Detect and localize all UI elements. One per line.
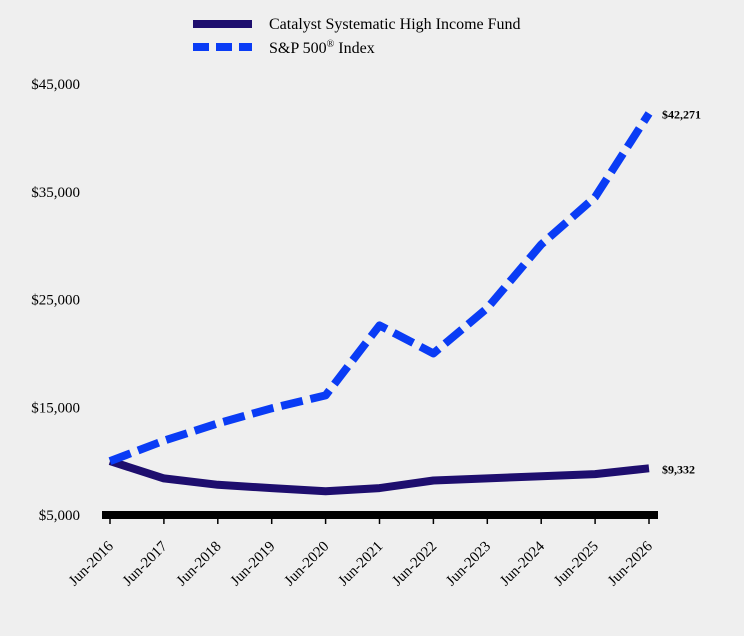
x-tick-label: Jun-2018 bbox=[174, 539, 225, 590]
series: $9,332 $42,271 bbox=[108, 107, 701, 496]
x-tick-label: Jun-2020 bbox=[282, 539, 333, 590]
x-tick-label: Jun-2019 bbox=[228, 539, 279, 590]
y-tick-label: $45,000 bbox=[31, 77, 80, 93]
y-tick-label: $35,000 bbox=[31, 185, 80, 201]
x-tick-label: Jun-2022 bbox=[389, 539, 440, 590]
x-tick-label: Jun-2021 bbox=[336, 539, 387, 590]
series-line-index bbox=[108, 111, 653, 465]
y-axis: $5,000 $15,000 $25,000 $35,000 $45,000 bbox=[31, 77, 80, 524]
end-label-index: $42,271 bbox=[662, 107, 701, 121]
end-label-fund: $9,332 bbox=[662, 462, 695, 476]
x-tick-label: Jun-2017 bbox=[120, 538, 171, 589]
series-line-fund bbox=[108, 457, 650, 496]
legend-label-index-superscript: ® bbox=[327, 39, 335, 50]
x-tick-label: Jun-2025 bbox=[551, 539, 602, 590]
legend-label-fund: Catalyst Systematic High Income Fund bbox=[269, 16, 521, 33]
legend-label-index-name: S&P 500 bbox=[269, 40, 327, 57]
x-tick-label: Jun-2026 bbox=[605, 538, 656, 589]
x-tick-label: Jun-2016 bbox=[66, 538, 117, 589]
y-tick-label: $15,000 bbox=[31, 400, 80, 416]
legend-label-index-suffix: Index bbox=[334, 40, 374, 57]
legend-label-index: S&P 500® Index bbox=[269, 39, 375, 57]
legend: Catalyst Systematic High Income Fund S&P… bbox=[193, 16, 521, 57]
x-tick-label: Jun-2024 bbox=[497, 538, 548, 589]
y-tick-label: $25,000 bbox=[31, 293, 80, 309]
y-tick-label: $5,000 bbox=[39, 508, 80, 524]
x-axis: Jun-2016 Jun-2017 Jun-2018 Jun-2019 Jun-2020… bbox=[66, 511, 658, 590]
x-tick-label: Jun-2023 bbox=[443, 539, 494, 590]
